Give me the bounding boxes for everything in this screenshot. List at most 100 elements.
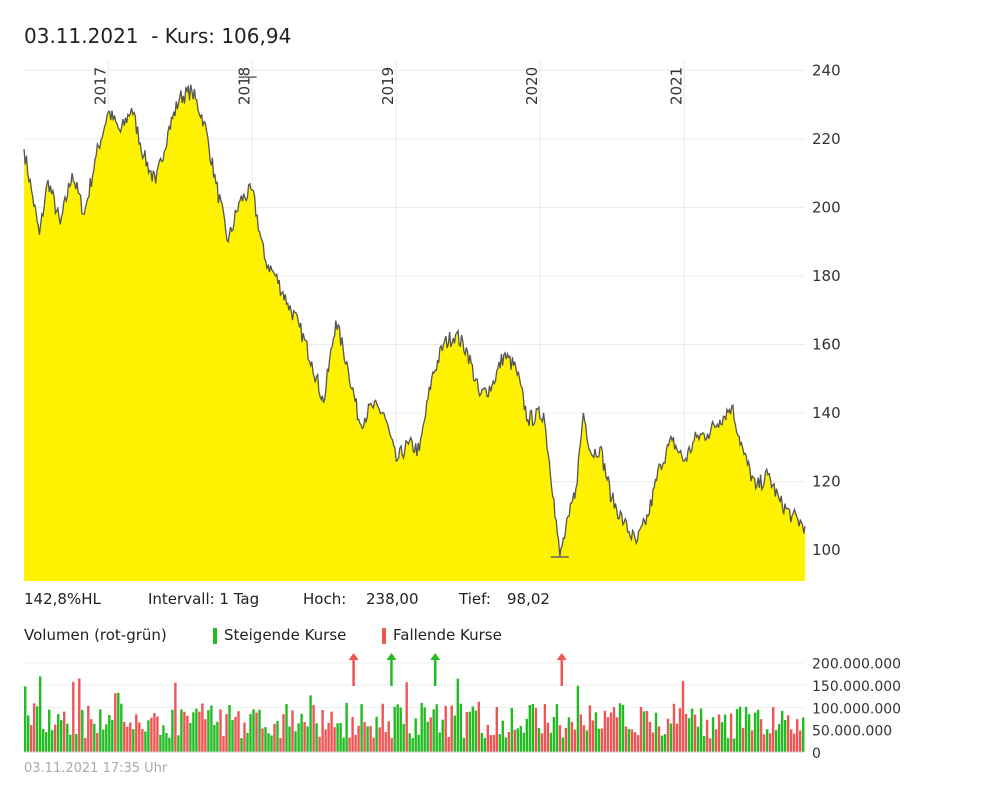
volume-bar [627,729,631,752]
volume-bar [366,726,369,752]
volume-bar [672,703,676,752]
volume-bar [393,706,396,752]
volume-bar [561,737,565,752]
volume-bar [558,725,562,752]
volume-bar [351,716,354,752]
volume-bar [429,717,432,752]
volume-bar [675,723,679,752]
volume-bar [252,709,255,752]
falling-swatch-icon [382,628,386,644]
volume-bar [129,722,132,752]
volume-bar [537,728,541,752]
volume-bar [790,729,793,752]
volume-bar [549,732,553,752]
volume-bar [330,711,333,752]
volume-bar [495,707,498,752]
price-line [23,84,806,558]
volume-bar [153,712,156,752]
volume-bar [132,729,135,752]
volume-bar [669,723,673,752]
volume-bar [33,703,36,752]
volume-bar [243,722,246,752]
volume-bar [693,714,697,752]
y-tick-label: 220 [812,130,841,148]
volume-bar [663,734,667,752]
volume-bar [468,711,471,752]
volume-bar [579,714,583,752]
volume-bar [294,731,297,752]
volume-bar [360,704,363,752]
volume-bar [354,734,357,752]
volume-bar [540,733,544,752]
volume-bar [582,725,586,752]
volume-bar [120,703,123,752]
volume-bar [522,732,525,752]
volume-bar [348,737,351,752]
volume-bar [702,736,706,752]
volume-bar [48,709,51,752]
volume-bar [159,734,162,752]
volume-bar [615,717,619,752]
volume-bar [690,708,694,752]
volume-bar [528,705,531,752]
high-label: Hoch: [303,590,347,608]
volume-bar [336,723,339,752]
volume-bar [411,738,414,752]
volume-bar [249,714,252,752]
volume-bar [90,719,93,752]
volume-bar [684,714,688,752]
volume-bar [258,709,261,752]
volume-bar [72,681,75,752]
volume-bar [123,721,126,752]
volume-bar [666,718,670,752]
volume-bar [750,730,754,752]
volume-bar [399,707,402,752]
volume-bar [318,736,321,752]
x-year-label: 2018 [235,67,253,105]
volume-bar [306,726,309,752]
volume-bar [60,720,63,752]
volume-bar [168,737,171,752]
volume-bar [465,712,468,752]
volume-bar [333,727,336,752]
volume-bar [204,719,207,752]
y-tick-label: 120 [812,473,841,491]
volume-bar [564,728,568,752]
volume-bar [78,678,81,752]
volume-bar [513,729,516,752]
volume-bar [261,728,264,752]
volume-bar [723,714,727,752]
volume-bar [201,703,204,752]
volume-bar [606,717,610,752]
volume-bar [237,711,240,752]
volume-bar [117,692,120,752]
interval-label: Intervall: 1 Tag [148,590,260,608]
volume-bar [793,733,796,752]
low-value: 98,02 [507,590,550,608]
volume-bar [189,722,192,752]
volume-bar [312,705,315,752]
volume-legend-title: Volumen (rot-grün) [24,626,167,644]
volume-bar [612,707,616,752]
volume-bar [552,717,556,752]
volume-bar [27,715,30,752]
volume-bar [600,728,604,752]
volume-bar [273,723,276,752]
volume-bar [726,738,730,752]
volume-bar [775,730,778,752]
volume-bar [735,709,739,752]
volume-bar [36,706,39,752]
volume-bar [396,704,399,752]
price-area [24,84,805,581]
volume-bar [681,681,685,752]
volume-bar [162,725,165,752]
volume-bar [135,714,138,752]
volume-bar [207,710,210,752]
volume-bar [183,711,186,752]
volume-bar [288,726,291,752]
volume-bar [720,722,724,752]
volume-bar [303,722,306,752]
volume-overflow-arrow-icon [556,653,567,660]
volume-bar [687,718,691,752]
